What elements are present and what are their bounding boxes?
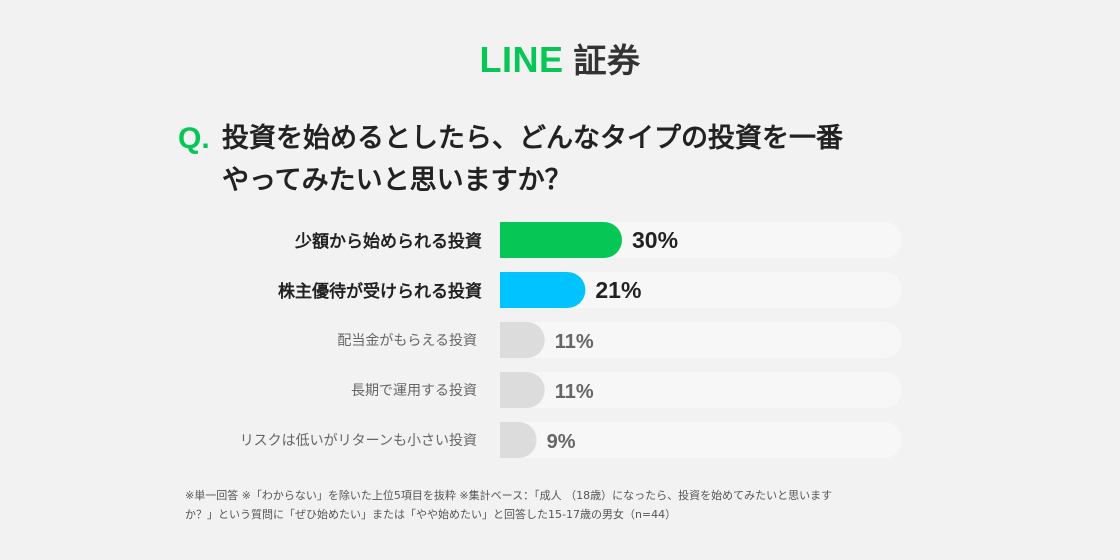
logo-brand: LINE bbox=[479, 39, 564, 80]
footnote-line-2: か？」という質問に「ぜひ始めたい」または「やや始めたい」と回答した15-17歳の… bbox=[185, 508, 677, 521]
logo: LINE 証券 bbox=[0, 34, 1120, 82]
data-label: 9% bbox=[547, 431, 576, 453]
category-label: 少額から始められる投資 bbox=[294, 231, 482, 252]
question-prefix: Q. bbox=[178, 122, 210, 155]
question: Q. 投資を始めるとしたら、どんなタイプの投資を一番 やってみたいと思いますか？ bbox=[178, 118, 978, 202]
category-label: リスクは低いがリターンも小さい投資 bbox=[240, 433, 477, 449]
data-label: 11% bbox=[555, 381, 594, 403]
data-label: 21% bbox=[595, 277, 641, 303]
bar-chart: 30% 少額から始められる投資 21% 株主優待が受けられる投資 11% 配当金がもらえる… bbox=[239, 222, 902, 458]
question-line-1: 投資を始めるとしたら、どんなタイプの投資を一番 bbox=[222, 123, 843, 154]
logo-name: 証券 bbox=[573, 41, 641, 80]
footnote-line-1: ※単一回答 ※「わからない」を除いた上位5項目を抜粋 ※集計ベース：「成人 （1… bbox=[185, 489, 833, 502]
category-label: 株主優待が受けられる投資 bbox=[278, 281, 482, 302]
question-text: 投資を始めるとしたら、どんなタイプの投資を一番 やってみたいと思いますか？ bbox=[222, 118, 978, 202]
bar bbox=[500, 322, 545, 358]
question-line-2: やってみたいと思いますか？ bbox=[222, 165, 572, 196]
bar bbox=[500, 222, 622, 258]
data-label: 11% bbox=[555, 331, 594, 353]
bar-track bbox=[500, 372, 902, 408]
bar bbox=[500, 422, 537, 458]
data-label: 30% bbox=[632, 227, 678, 253]
category-label: 配当金がもらえる投資 bbox=[337, 333, 477, 349]
bar-track bbox=[500, 322, 902, 358]
bar bbox=[500, 272, 586, 308]
bar-track bbox=[500, 272, 902, 308]
category-label: 長期で運用する投資 bbox=[351, 383, 477, 399]
bar-track bbox=[500, 422, 902, 458]
footnote: ※単一回答 ※「わからない」を除いた上位5項目を抜粋 ※集計ベース：「成人 （1… bbox=[185, 486, 925, 524]
bar bbox=[500, 372, 545, 408]
